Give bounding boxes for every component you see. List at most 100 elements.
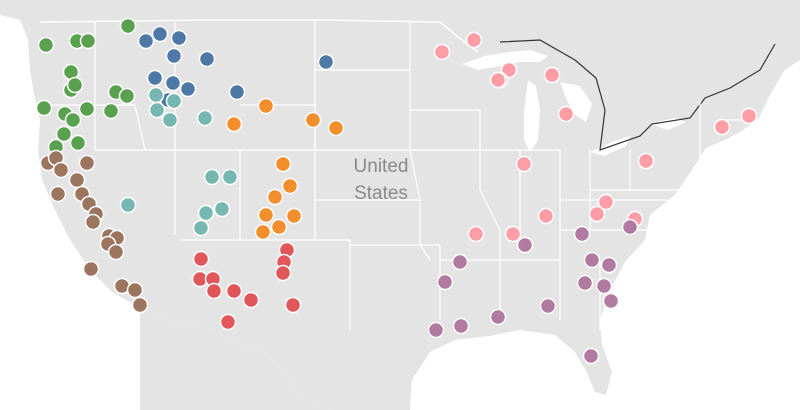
orange-location-point[interactable] [266,188,284,206]
brown-location-point[interactable] [68,171,86,189]
teal-location-point[interactable] [197,204,215,222]
purple-location-point[interactable] [576,274,594,292]
purple-location-point[interactable] [452,317,470,335]
green-location-point[interactable] [118,87,136,105]
orange-location-point[interactable] [225,115,243,133]
purple-location-point[interactable] [427,321,445,339]
mexico-land [140,308,330,410]
purple-location-point[interactable] [573,225,591,243]
brown-location-point[interactable] [126,281,144,299]
orange-location-point[interactable] [327,119,345,137]
teal-location-point[interactable] [196,109,214,127]
pink-location-point[interactable] [489,71,507,89]
pink-location-point[interactable] [740,107,758,125]
blue-location-point[interactable] [179,80,197,98]
canada-border [39,19,479,53]
teal-location-point[interactable] [119,196,137,214]
blue-location-point[interactable] [317,53,335,71]
green-location-point[interactable] [102,102,120,120]
orange-location-point[interactable] [281,177,299,195]
green-location-point[interactable] [69,134,87,152]
country-label-line2: States [354,183,408,204]
brown-location-point[interactable] [52,161,70,179]
blue-location-point[interactable] [170,29,188,47]
purple-location-point[interactable] [582,347,600,365]
atlantic-ocean [600,60,800,410]
teal-location-point[interactable] [203,168,221,186]
red-location-point[interactable] [242,291,260,309]
red-location-point[interactable] [205,282,223,300]
data-points [35,17,758,365]
orange-location-point[interactable] [270,218,288,236]
green-location-point[interactable] [79,32,97,50]
red-location-point[interactable] [274,264,292,282]
teal-location-point[interactable] [148,101,166,119]
pink-location-point[interactable] [597,193,615,211]
purple-location-point[interactable] [583,251,601,269]
blue-location-point[interactable] [228,83,246,101]
pink-location-point[interactable] [543,66,561,84]
green-location-point[interactable] [35,99,53,117]
pink-location-point[interactable] [465,31,483,49]
red-location-point[interactable] [219,313,237,331]
pink-location-point[interactable] [433,43,451,61]
blue-location-point[interactable] [164,74,182,92]
orange-location-point[interactable] [285,207,303,225]
purple-location-point[interactable] [602,292,620,310]
teal-location-point[interactable] [213,200,231,218]
purple-location-point[interactable] [539,297,557,315]
brown-location-point[interactable] [49,185,67,203]
brown-location-point[interactable] [78,154,96,172]
red-location-point[interactable] [225,282,243,300]
purple-location-point[interactable] [436,273,454,291]
teal-location-point[interactable] [221,168,239,186]
pink-location-point[interactable] [504,225,522,243]
green-location-point[interactable] [64,111,82,129]
red-location-point[interactable] [284,296,302,314]
purple-location-point[interactable] [600,256,618,274]
orange-location-point[interactable] [274,155,292,173]
teal-location-point[interactable] [165,92,183,110]
pink-location-point[interactable] [557,105,575,123]
blue-location-point[interactable] [146,69,164,87]
purple-location-point[interactable] [595,277,613,295]
brown-location-point[interactable] [84,213,102,231]
purple-location-point[interactable] [621,218,639,236]
blue-location-point[interactable] [165,47,183,65]
brown-location-point[interactable] [82,260,100,278]
green-location-point[interactable] [66,76,84,94]
pink-location-point[interactable] [588,205,606,223]
country-label-line1: United [354,156,409,177]
pink-location-point[interactable] [537,207,555,225]
lake-michigan [524,80,540,152]
pacific-ocean [0,15,140,410]
purple-location-point[interactable] [451,253,469,271]
green-location-point[interactable] [78,100,96,118]
purple-location-point[interactable] [516,236,534,254]
orange-location-point[interactable] [254,223,272,241]
blue-location-point[interactable] [151,25,169,43]
brown-location-point[interactable] [107,243,125,261]
orange-location-point[interactable] [257,97,275,115]
teal-location-point[interactable] [192,219,210,237]
orange-location-point[interactable] [304,111,322,129]
pink-location-point[interactable] [515,155,533,173]
lake-superior [462,50,548,70]
red-location-point[interactable] [192,250,210,268]
teal-location-point[interactable] [147,86,165,104]
brown-location-point[interactable] [131,296,149,314]
lake-huron [560,82,592,122]
pink-location-point[interactable] [713,118,731,136]
orange-location-point[interactable] [257,206,275,224]
purple-location-point[interactable] [489,308,507,326]
green-location-point[interactable] [37,36,55,54]
gulf-of-mexico [410,330,612,410]
blue-location-point[interactable] [137,32,155,50]
green-location-point[interactable] [55,125,73,143]
teal-location-point[interactable] [161,111,179,129]
blue-location-point[interactable] [198,50,216,68]
pink-location-point[interactable] [467,225,485,243]
pink-location-point[interactable] [637,152,655,170]
green-location-point[interactable] [119,17,137,35]
